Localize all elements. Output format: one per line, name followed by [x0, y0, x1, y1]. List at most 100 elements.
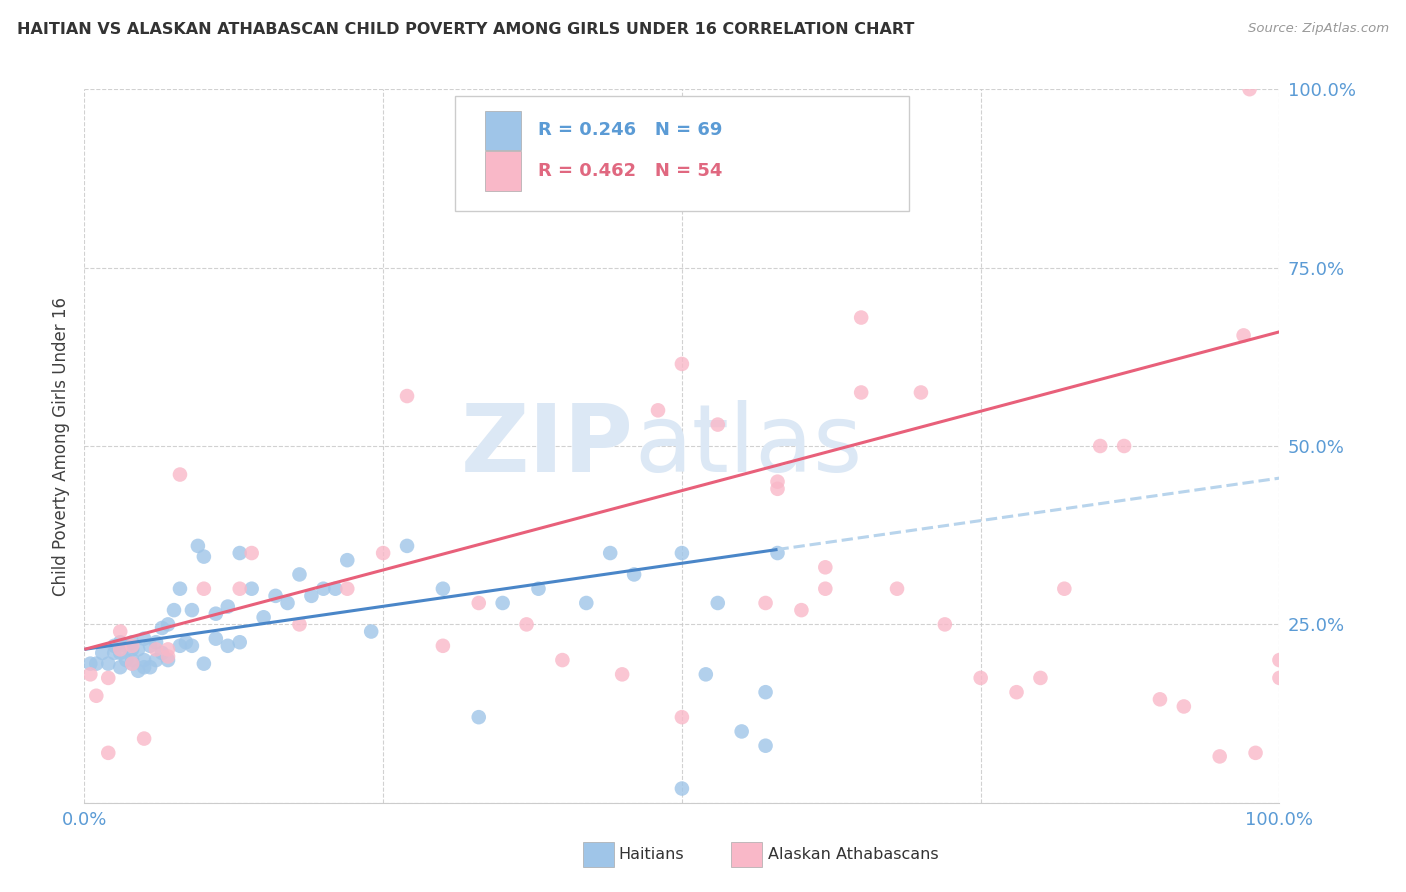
Point	[132, 660, 156, 674]
Point	[1112, 439, 1135, 453]
Point	[97, 657, 120, 671]
Point	[193, 657, 215, 671]
Point	[432, 639, 454, 653]
Point	[150, 621, 173, 635]
Point	[228, 582, 252, 596]
Point	[157, 649, 180, 664]
Point	[110, 635, 132, 649]
Point	[145, 642, 167, 657]
Text: Alaskan Athabascans: Alaskan Athabascans	[768, 847, 938, 862]
Point	[240, 582, 263, 596]
Point	[253, 610, 276, 624]
Point	[84, 657, 107, 671]
Point	[84, 689, 107, 703]
Point	[301, 589, 323, 603]
Text: atlas: atlas	[634, 400, 862, 492]
Point	[150, 646, 173, 660]
Point	[671, 357, 693, 371]
Point	[163, 603, 186, 617]
Point	[754, 685, 776, 699]
Point	[467, 710, 491, 724]
Point	[217, 599, 239, 614]
Point	[1232, 328, 1254, 343]
Point	[934, 617, 956, 632]
Point	[91, 646, 114, 660]
Point	[115, 653, 138, 667]
Point	[1268, 653, 1291, 667]
Point	[610, 667, 633, 681]
Point	[754, 739, 776, 753]
Point	[1268, 671, 1291, 685]
Point	[886, 582, 908, 596]
Point	[1244, 746, 1267, 760]
Point	[551, 653, 574, 667]
Point	[169, 639, 191, 653]
Point	[205, 632, 228, 646]
Text: R = 0.246   N = 69: R = 0.246 N = 69	[538, 121, 723, 139]
Point	[79, 667, 101, 681]
Point	[240, 546, 263, 560]
Point	[121, 657, 143, 671]
Point	[1005, 685, 1028, 699]
Point	[110, 624, 132, 639]
Point	[139, 639, 162, 653]
Point	[323, 582, 346, 596]
Point	[193, 549, 215, 564]
Point	[849, 385, 872, 400]
Point	[432, 582, 454, 596]
Point	[110, 642, 132, 657]
Point	[814, 582, 837, 596]
Point	[336, 553, 359, 567]
Point	[1053, 582, 1076, 596]
Point	[336, 582, 359, 596]
Point	[157, 642, 180, 657]
Point	[121, 639, 143, 653]
Point	[671, 781, 693, 796]
Point	[707, 596, 730, 610]
Point	[575, 596, 598, 610]
Y-axis label: Child Poverty Among Girls Under 16: Child Poverty Among Girls Under 16	[52, 296, 70, 596]
Point	[371, 546, 394, 560]
Point	[766, 475, 789, 489]
Point	[187, 539, 209, 553]
Point	[132, 653, 156, 667]
Point	[103, 639, 125, 653]
Point	[228, 635, 252, 649]
Point	[174, 635, 197, 649]
Point	[849, 310, 872, 325]
Point	[396, 539, 419, 553]
Point	[288, 617, 311, 632]
Point	[360, 624, 382, 639]
Point	[1088, 439, 1111, 453]
Point	[814, 560, 837, 574]
Point	[467, 596, 491, 610]
Point	[145, 635, 167, 649]
Point	[1149, 692, 1171, 706]
Point	[157, 617, 180, 632]
Point	[1239, 82, 1261, 96]
Point	[754, 596, 776, 610]
Point	[264, 589, 287, 603]
Point	[110, 646, 132, 660]
FancyBboxPatch shape	[485, 152, 520, 191]
Point	[97, 671, 120, 685]
Point	[1173, 699, 1195, 714]
Point	[103, 646, 125, 660]
Point	[205, 607, 228, 621]
Text: Haitians: Haitians	[619, 847, 685, 862]
Point	[169, 582, 191, 596]
Point	[599, 546, 621, 560]
Point	[217, 639, 239, 653]
Point	[647, 403, 669, 417]
Point	[132, 731, 156, 746]
FancyBboxPatch shape	[456, 96, 908, 211]
Point	[671, 710, 693, 724]
Point	[790, 603, 813, 617]
Point	[396, 389, 419, 403]
Point	[145, 653, 167, 667]
Point	[115, 639, 138, 653]
Point	[121, 642, 143, 657]
Point	[79, 657, 101, 671]
Point	[97, 746, 120, 760]
Point	[766, 546, 789, 560]
